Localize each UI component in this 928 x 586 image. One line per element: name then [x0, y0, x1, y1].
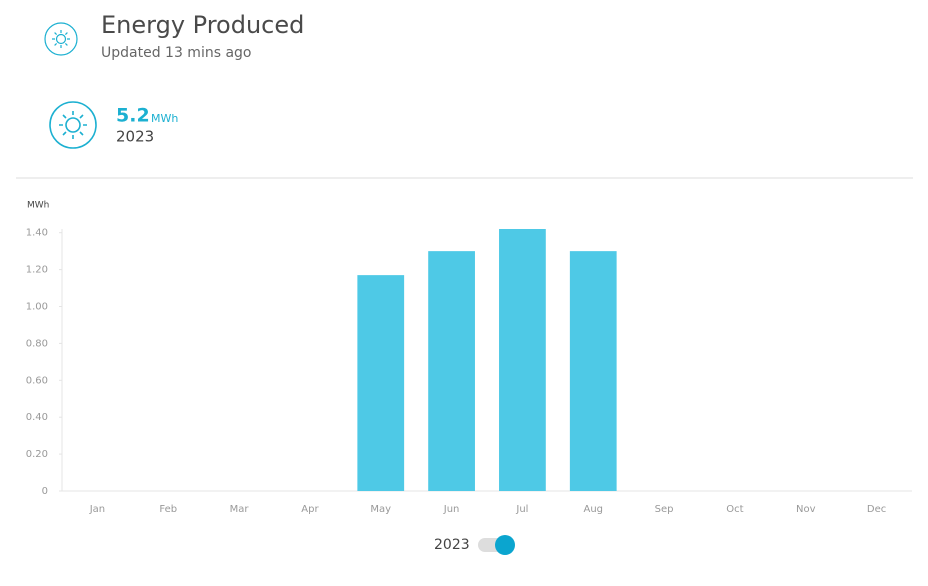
summary-unit: MWh [151, 112, 178, 125]
title: Energy Produced [101, 11, 304, 39]
y-axis-label: MWh [27, 201, 49, 211]
x-tick-label: Aug [583, 504, 603, 515]
x-tick-label: Jan [89, 504, 105, 515]
summary-icon [49, 101, 97, 149]
header-icon [44, 22, 78, 56]
x-tick-label: May [370, 504, 391, 515]
x-tick-label: Nov [796, 504, 816, 515]
x-tick-label: Mar [230, 504, 250, 515]
summary-value: 5.2 [116, 105, 150, 127]
x-tick-label: Jun [443, 504, 460, 515]
bar [428, 251, 475, 491]
bar [499, 229, 546, 491]
y-tick-label: 0.40 [26, 412, 48, 423]
toggle-label: 2023 [434, 537, 470, 553]
x-tick-label: Oct [726, 504, 743, 515]
toggle[interactable] [478, 535, 515, 555]
toggle-knob[interactable] [495, 535, 515, 555]
y-tick-label: 0 [42, 486, 48, 497]
x-tick-label: Apr [301, 504, 319, 515]
x-tick-label: Dec [867, 504, 886, 515]
x-tick-label: Sep [655, 504, 674, 515]
y-tick-label: 0.20 [26, 449, 48, 460]
y-tick-label: 1.20 [26, 265, 48, 276]
y-tick-label: 0.80 [26, 338, 48, 349]
bar [357, 275, 405, 491]
y-tick-label: 1.00 [26, 301, 48, 312]
x-tick-label: Jul [515, 504, 528, 515]
subtitle: Updated 13 mins ago [101, 45, 251, 61]
x-tick-label: Feb [159, 504, 177, 515]
y-tick-label: 0.60 [26, 375, 48, 386]
bar [569, 251, 617, 491]
y-tick-label: 1.40 [26, 228, 48, 239]
summary-year: 2023 [116, 128, 154, 146]
